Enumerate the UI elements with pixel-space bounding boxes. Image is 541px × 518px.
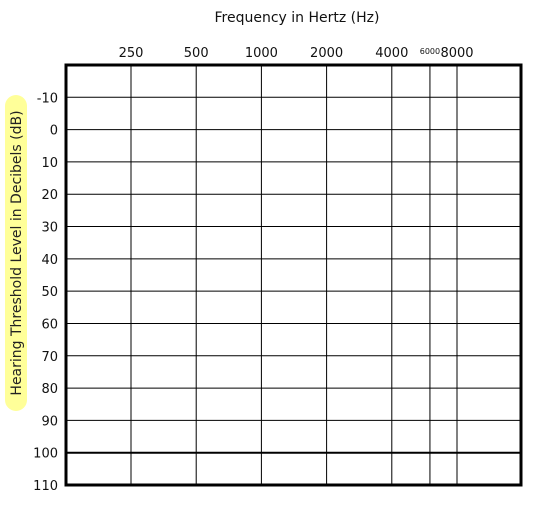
y-tick-label-110: 110 [33,479,58,494]
plot-frame [64,63,523,487]
x-tick-label-6000: 6000 [420,47,440,56]
y-axis-label-group: Hearing Threshold Level in Decibels (dB) [5,95,27,411]
y-tick-label-0: 0 [50,124,58,139]
y-axis-label-highlight [5,95,27,411]
y-tick-label-70: 70 [41,350,58,365]
x-tick-label-250: 250 [119,46,144,61]
chart-title: Frequency in Hertz (Hz) [215,10,380,26]
y-tick-label-60: 60 [41,317,58,332]
y-tick-label-50: 50 [41,285,58,300]
y-tick-label-100: 100 [33,447,58,462]
y-tick-label--10: -10 [37,91,58,106]
x-tick-label-8000: 8000 [440,46,473,61]
y-tick-label-30: 30 [41,221,58,236]
x-tick-label-4000: 4000 [375,46,408,61]
y-tick-labels: -10 0 10 20 30 40 50 60 70 80 90 100 110 [33,91,58,494]
grid [66,65,521,485]
x-tick-label-500: 500 [184,46,209,61]
y-axis-label: Hearing Threshold Level in Decibels (dB) [9,110,25,395]
y-tick-label-10: 10 [41,156,58,171]
y-tick-label-80: 80 [41,382,58,397]
y-tick-label-90: 90 [41,414,58,429]
x-tick-label-2000: 2000 [310,46,343,61]
y-tick-label-20: 20 [41,188,58,203]
y-tick-label-40: 40 [41,253,58,268]
x-tick-label-1000: 1000 [245,46,278,61]
x-tick-labels: 250 500 1000 2000 4000 6000 8000 [119,46,474,61]
